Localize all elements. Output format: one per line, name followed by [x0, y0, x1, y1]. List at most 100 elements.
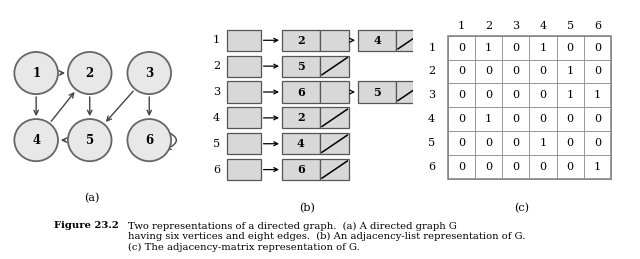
Text: 1: 1 — [594, 162, 601, 172]
Text: 3: 3 — [428, 90, 435, 100]
Text: Figure 23.2: Figure 23.2 — [54, 221, 119, 231]
Text: 0: 0 — [566, 43, 574, 53]
Text: 0: 0 — [594, 43, 601, 53]
FancyBboxPatch shape — [396, 81, 426, 103]
FancyBboxPatch shape — [227, 107, 260, 128]
FancyBboxPatch shape — [227, 81, 260, 103]
Text: 0: 0 — [485, 90, 492, 100]
FancyBboxPatch shape — [358, 81, 396, 103]
Text: 4: 4 — [540, 21, 547, 31]
Text: 4: 4 — [373, 35, 381, 46]
Text: 1: 1 — [594, 90, 601, 100]
Circle shape — [68, 52, 111, 94]
Text: 1: 1 — [485, 114, 492, 124]
Text: 2: 2 — [428, 67, 435, 76]
Text: 6: 6 — [213, 164, 220, 175]
Text: 0: 0 — [566, 138, 574, 148]
Text: 1: 1 — [566, 67, 574, 76]
Text: 0: 0 — [566, 114, 574, 124]
FancyBboxPatch shape — [227, 55, 260, 77]
Text: 0: 0 — [458, 90, 465, 100]
FancyBboxPatch shape — [448, 36, 611, 179]
FancyBboxPatch shape — [282, 107, 320, 128]
Text: 0: 0 — [485, 138, 492, 148]
Text: 0: 0 — [458, 138, 465, 148]
Text: 2: 2 — [485, 21, 492, 31]
FancyBboxPatch shape — [320, 30, 349, 51]
Circle shape — [14, 52, 58, 94]
Text: 0: 0 — [540, 67, 547, 76]
Text: 1: 1 — [32, 67, 40, 80]
FancyBboxPatch shape — [282, 30, 320, 51]
Text: 3: 3 — [145, 67, 154, 80]
Circle shape — [14, 119, 58, 161]
Text: 4: 4 — [32, 134, 40, 147]
Text: 2: 2 — [86, 67, 94, 80]
FancyBboxPatch shape — [358, 30, 396, 51]
Text: 5: 5 — [213, 139, 220, 149]
Text: 5: 5 — [373, 87, 381, 97]
Text: 1: 1 — [428, 43, 435, 53]
Text: 0: 0 — [458, 162, 465, 172]
Text: 0: 0 — [566, 162, 574, 172]
FancyBboxPatch shape — [320, 81, 349, 103]
FancyBboxPatch shape — [320, 107, 349, 128]
Text: 0: 0 — [512, 43, 520, 53]
Text: 0: 0 — [594, 138, 601, 148]
Text: 0: 0 — [512, 90, 520, 100]
Text: 5: 5 — [86, 134, 94, 147]
Text: (b): (b) — [300, 203, 315, 213]
Text: 3: 3 — [512, 21, 520, 31]
FancyBboxPatch shape — [282, 159, 320, 180]
Text: 4: 4 — [213, 113, 220, 123]
Text: 0: 0 — [540, 90, 547, 100]
FancyBboxPatch shape — [282, 133, 320, 154]
Text: 0: 0 — [540, 114, 547, 124]
Text: 1: 1 — [540, 43, 547, 53]
Text: 2: 2 — [213, 61, 220, 71]
Text: 0: 0 — [512, 67, 520, 76]
Text: 0: 0 — [485, 67, 492, 76]
FancyBboxPatch shape — [320, 159, 349, 180]
Text: 0: 0 — [540, 162, 547, 172]
FancyBboxPatch shape — [320, 133, 349, 154]
FancyBboxPatch shape — [227, 159, 260, 180]
Text: 1: 1 — [566, 90, 574, 100]
Text: 0: 0 — [458, 43, 465, 53]
Text: (c): (c) — [514, 203, 529, 213]
FancyBboxPatch shape — [282, 55, 320, 77]
Text: 1: 1 — [213, 35, 220, 45]
Text: 0: 0 — [485, 162, 492, 172]
Text: 2: 2 — [297, 112, 305, 123]
Text: 6: 6 — [145, 134, 154, 147]
Text: 0: 0 — [458, 67, 465, 76]
Text: 1: 1 — [485, 43, 492, 53]
Text: 0: 0 — [594, 67, 601, 76]
Text: 6: 6 — [428, 162, 435, 172]
FancyBboxPatch shape — [227, 30, 260, 51]
Text: 0: 0 — [458, 114, 465, 124]
FancyBboxPatch shape — [282, 81, 320, 103]
Text: 1: 1 — [458, 21, 465, 31]
Text: 6: 6 — [297, 164, 305, 175]
Text: 6: 6 — [297, 87, 305, 97]
Text: 5: 5 — [428, 138, 435, 148]
FancyBboxPatch shape — [227, 133, 260, 154]
Text: 3: 3 — [213, 87, 220, 97]
Text: 0: 0 — [594, 114, 601, 124]
Text: 0: 0 — [512, 114, 520, 124]
Text: Two representations of a directed graph.  (a) A directed graph G
having six vert: Two representations of a directed graph.… — [128, 221, 525, 252]
Circle shape — [127, 52, 171, 94]
Circle shape — [68, 119, 111, 161]
Text: 2: 2 — [297, 35, 305, 46]
Text: 0: 0 — [512, 138, 520, 148]
Text: 0: 0 — [512, 162, 520, 172]
Text: 1: 1 — [540, 138, 547, 148]
Text: 5: 5 — [566, 21, 574, 31]
Circle shape — [127, 119, 171, 161]
FancyBboxPatch shape — [396, 30, 426, 51]
FancyBboxPatch shape — [320, 55, 349, 77]
Text: 4: 4 — [297, 138, 305, 149]
Text: 6: 6 — [594, 21, 601, 31]
Text: 4: 4 — [428, 114, 435, 124]
